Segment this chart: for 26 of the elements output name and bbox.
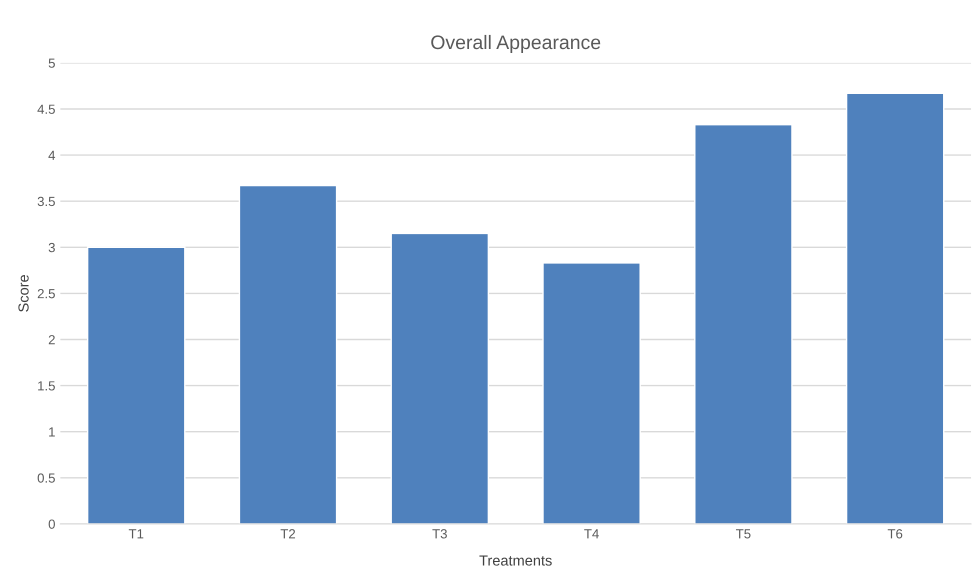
y-tick-label: 3 xyxy=(48,242,55,252)
bar xyxy=(238,184,338,524)
y-tick-label: 1.5 xyxy=(38,381,55,391)
y-tick-label: 4 xyxy=(48,150,56,160)
x-tick-label: T5 xyxy=(736,529,751,538)
bar xyxy=(694,124,793,524)
y-tick-label: 1 xyxy=(49,427,55,436)
x-tick-label: T4 xyxy=(584,529,599,538)
x-tick-label: T6 xyxy=(888,529,902,538)
y-tick-label: 0.5 xyxy=(38,473,55,483)
x-tick-label: T1 xyxy=(128,529,144,538)
bar xyxy=(390,232,490,524)
y-tick-label: 0 xyxy=(48,519,55,529)
y-tick-label: 2 xyxy=(48,335,55,344)
y-tick-label: 3.5 xyxy=(38,196,55,206)
bar xyxy=(542,262,641,524)
y-tick-label: 5 xyxy=(48,58,55,68)
y-tick-label: 2.5 xyxy=(38,288,55,298)
x-tick-label: T2 xyxy=(280,529,296,538)
chart-title: Overall Appearance xyxy=(431,34,600,54)
bar xyxy=(86,246,186,524)
bar xyxy=(846,92,944,524)
y-tick-label: 4.5 xyxy=(37,104,55,114)
x-axis-title: Treatments xyxy=(479,556,552,566)
x-tick-label: T3 xyxy=(432,529,447,538)
y-axis-title: Score xyxy=(18,275,29,312)
